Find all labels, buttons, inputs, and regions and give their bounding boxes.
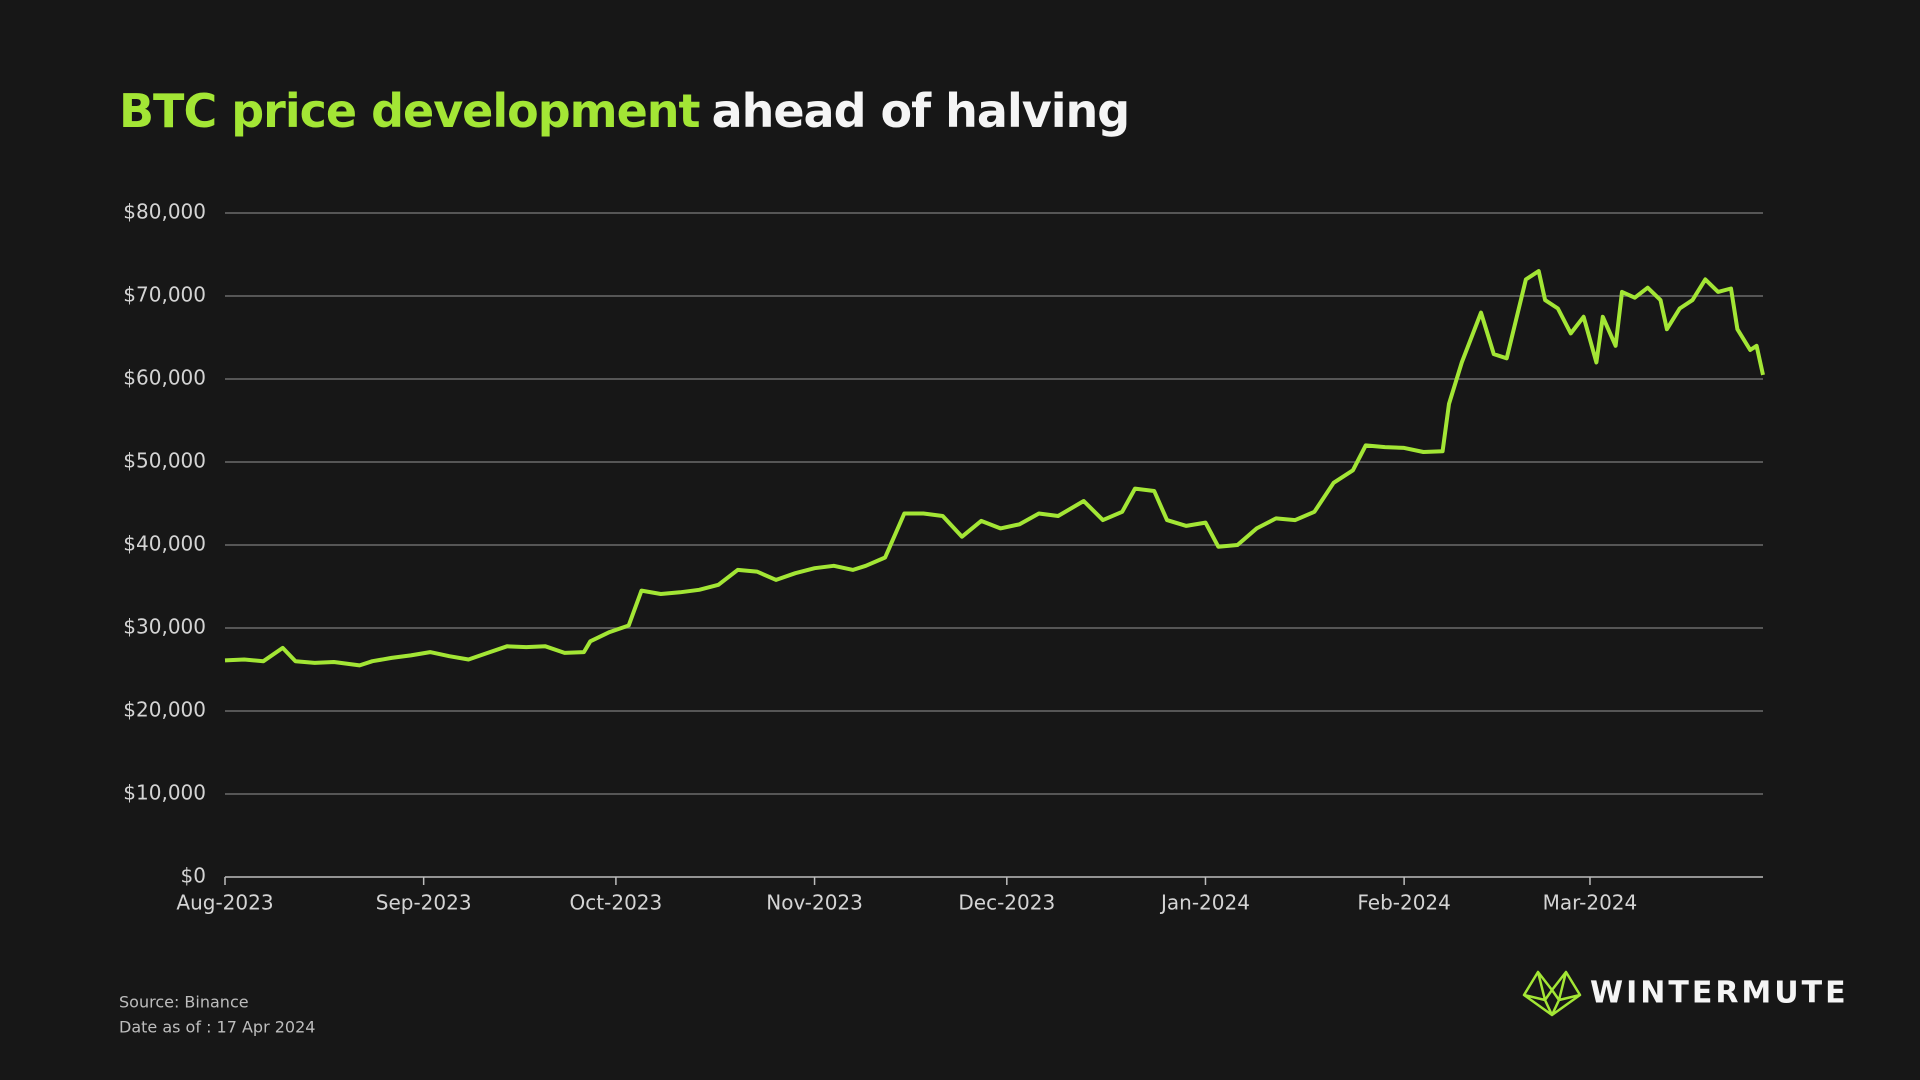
y-tick-label: $70,000 [123, 283, 206, 307]
x-tick-label: Jan-2024 [1159, 891, 1250, 915]
y-tick-label: $80,000 [123, 200, 206, 224]
x-tick-label: Feb-2024 [1357, 891, 1451, 915]
x-tick-label: Oct-2023 [570, 891, 663, 915]
y-tick-label: $40,000 [123, 532, 206, 556]
y-tick-label: $20,000 [123, 698, 206, 722]
source-note: Source: Binance [119, 993, 249, 1012]
brand-logo [1522, 970, 1582, 1017]
x-tick-label: Nov-2023 [766, 891, 863, 915]
chart-title: BTC price development ahead of halving [119, 84, 1129, 138]
y-tick-label: $30,000 [123, 615, 206, 639]
title-highlight: BTC price development [119, 84, 700, 138]
x-tick-label: Dec-2023 [958, 891, 1055, 915]
y-tick-label: $50,000 [123, 449, 206, 473]
date-note: Date as of : 17 Apr 2024 [119, 1018, 315, 1037]
x-tick-label: Aug-2023 [176, 891, 273, 915]
x-tick-label: Sep-2023 [376, 891, 472, 915]
title-rest: ahead of halving [712, 84, 1130, 138]
x-tick-label: Mar-2024 [1543, 891, 1638, 915]
y-tick-label: $0 [181, 864, 206, 888]
brand-name: WINTERMUTE [1590, 976, 1849, 1011]
price-line [224, 269, 1765, 668]
y-tick-label: $60,000 [123, 366, 206, 390]
y-tick-label: $10,000 [123, 781, 206, 805]
